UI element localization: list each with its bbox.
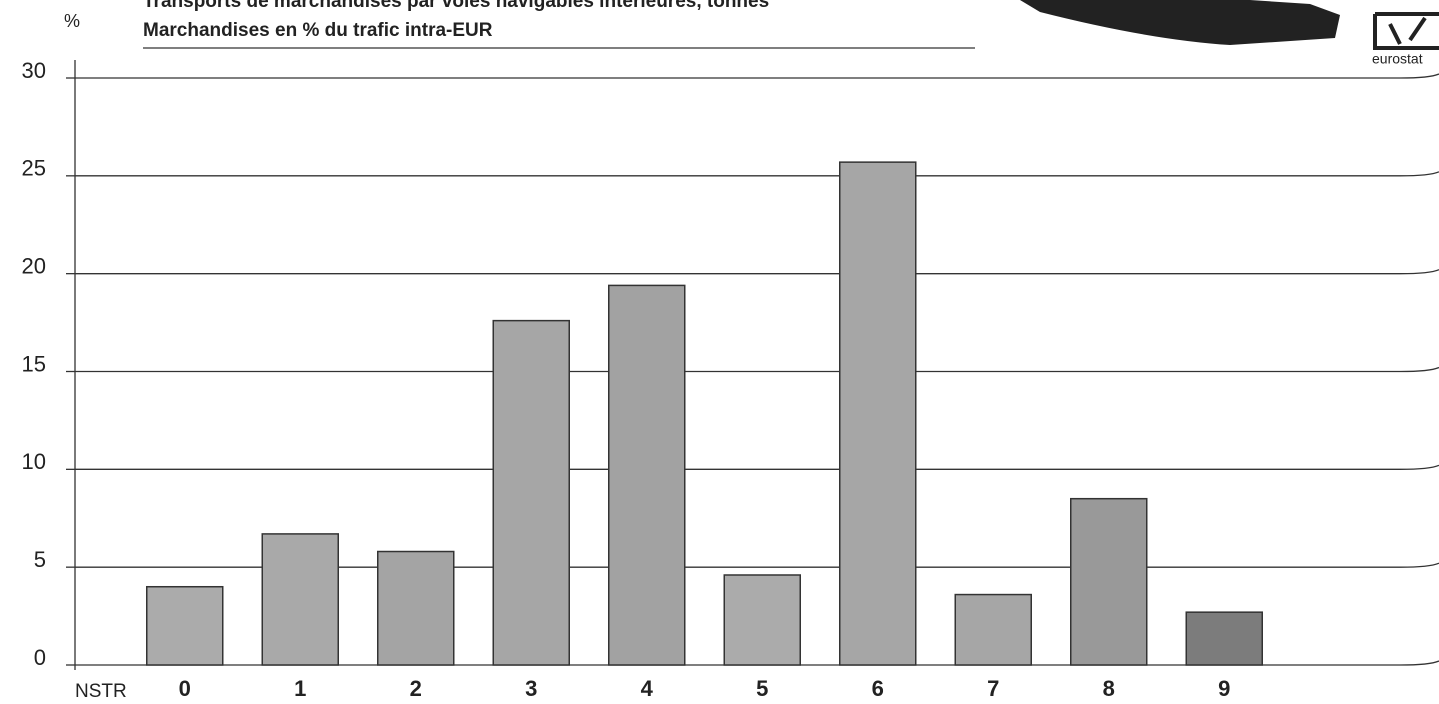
- grid-line: [75, 269, 1439, 275]
- bar: [261, 533, 339, 666]
- logo-mark: [1373, 12, 1439, 50]
- x-tick-label: 4: [641, 676, 654, 701]
- grid-line: [75, 464, 1439, 470]
- grid-line: [75, 562, 1439, 568]
- logo-text: eurostat: [1372, 51, 1423, 67]
- barge-image: [1020, 0, 1340, 45]
- x-tick-label: 6: [872, 676, 884, 701]
- y-axis-label: %: [64, 11, 80, 31]
- grid-line: [75, 73, 1439, 79]
- x-tick-label: 5: [756, 676, 768, 701]
- bar: [723, 574, 801, 666]
- y-tick-label: 0: [34, 645, 46, 670]
- x-tick-label: 2: [410, 676, 422, 701]
- y-tick-label: 15: [22, 351, 46, 376]
- bar: [839, 161, 917, 666]
- bar: [954, 593, 1032, 666]
- x-tick-label: 8: [1103, 676, 1115, 701]
- grid-line: [75, 366, 1439, 373]
- x-tick-label: 0: [179, 676, 191, 701]
- bar: [608, 284, 686, 666]
- x-tick-label: 1: [294, 676, 306, 701]
- x-tick-label: 7: [987, 676, 999, 701]
- bar: [1070, 497, 1148, 666]
- x-tick-label: 3: [525, 676, 537, 701]
- bar: [377, 550, 455, 666]
- y-tick-label: 20: [22, 253, 46, 278]
- chart-title: Transports de marchandises par voies nav…: [143, 0, 769, 12]
- x-tick-label: 9: [1218, 676, 1230, 701]
- x-axis-label: NSTR: [75, 681, 127, 702]
- chart-subtitle: Marchandises en % du trafic intra-EUR: [143, 20, 493, 41]
- y-tick-label: 10: [22, 449, 46, 474]
- grid-line: [75, 660, 1439, 666]
- bar: [1185, 611, 1263, 666]
- y-tick-label: 5: [34, 547, 46, 572]
- grid-line: [75, 171, 1439, 177]
- bar: [492, 319, 570, 666]
- y-tick-label: 25: [22, 156, 46, 181]
- y-tick-label: 30: [22, 58, 46, 83]
- bar: [146, 585, 224, 666]
